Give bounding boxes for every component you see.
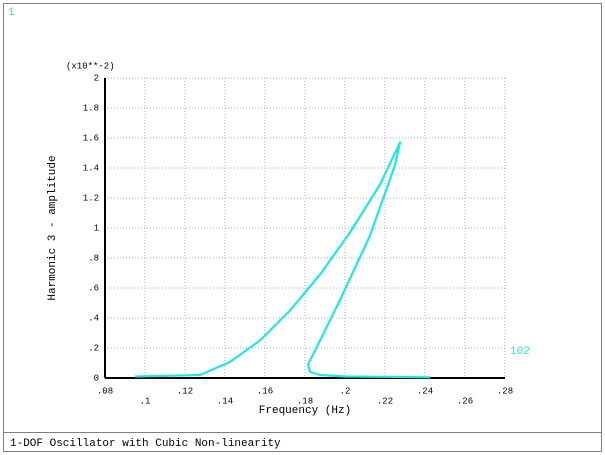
window-number: 1 [8, 7, 15, 19]
y-tick-label: 1.6 [83, 133, 99, 143]
y-tick-label: 1 [94, 223, 99, 233]
y-tick-label: .4 [88, 313, 99, 323]
data-line [134, 141, 431, 379]
x-tick-label: .12 [177, 386, 193, 396]
x-tick-label: .18 [297, 396, 313, 406]
x-tick-label: .1 [140, 396, 151, 406]
x-tick-label: .26 [457, 396, 473, 406]
y-tick-label: 2 [94, 73, 99, 83]
chart-title: 1-DOF Oscillator with Cubic Non-linearit… [10, 438, 281, 450]
x-tick-label: .16 [257, 386, 273, 396]
y-tick-label: .2 [88, 343, 99, 353]
y-axis-label: Harmonic 3 - amplitude [47, 155, 59, 300]
x-tick-label: .24 [417, 386, 433, 396]
x-tick-label: .08 [97, 386, 113, 396]
y-tick-label: 1.2 [83, 193, 99, 203]
y-tick-label: 0 [94, 373, 99, 383]
frame [3, 3, 602, 452]
y-tick-label: 1.4 [83, 163, 99, 173]
y-tick-label: .8 [88, 253, 99, 263]
y-tick-label: 1.8 [83, 103, 99, 113]
x-tick-label: .22 [377, 396, 393, 406]
y-scale-label: (x10**-2) [66, 61, 115, 71]
curve-label: 102 [510, 346, 530, 358]
y-tick-label: .6 [88, 283, 99, 293]
x-tick-label: .2 [340, 386, 351, 396]
x-axis-label: Frequency (Hz) [259, 405, 351, 417]
x-tick-label: .14 [217, 396, 233, 406]
x-tick-label: .28 [497, 386, 513, 396]
